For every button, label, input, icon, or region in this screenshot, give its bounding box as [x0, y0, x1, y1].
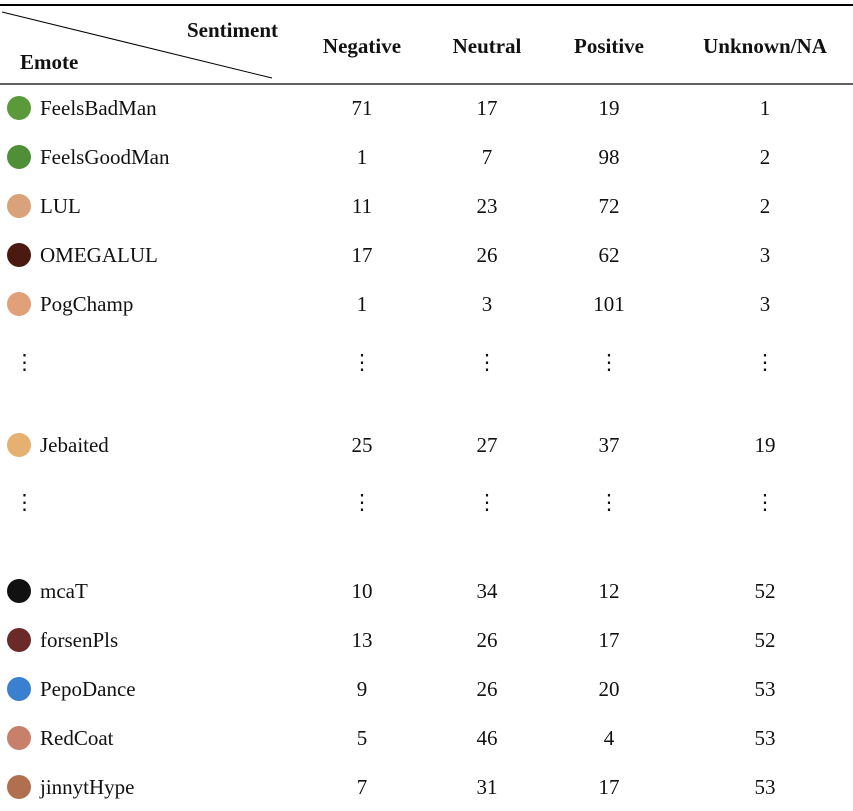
cell-value: 2: [760, 145, 771, 169]
emote-icon: [7, 677, 31, 701]
emote-name: PogChamp: [40, 292, 133, 316]
cell-value: ⋮: [599, 350, 620, 374]
emote-name: Jebaited: [40, 433, 109, 457]
cell-value: 46: [477, 726, 498, 750]
emote-icon: [7, 775, 31, 799]
cell-value: 17: [599, 628, 620, 652]
emote-name: OMEGALUL: [40, 243, 158, 267]
ellipsis: ⋮: [14, 490, 35, 514]
cell-value: 10: [352, 579, 373, 603]
cell-value: 62: [599, 243, 620, 267]
cell-value: 34: [477, 579, 499, 603]
cell-value: 17: [599, 775, 620, 799]
cell-value: 23: [477, 194, 498, 218]
emote-icon: [7, 628, 31, 652]
cell-value: 5: [357, 726, 368, 750]
cell-value: 25: [352, 433, 373, 457]
cell-value: ⋮: [755, 350, 776, 374]
cell-value: 98: [599, 145, 620, 169]
emote-name: FeelsBadMan: [40, 96, 157, 120]
cell-value: 31: [477, 775, 498, 799]
cell-value: 3: [760, 292, 771, 316]
cell-value: 37: [599, 433, 620, 457]
cell-value: 26: [477, 677, 498, 701]
cell-value: 1: [357, 145, 368, 169]
cell-value: 1: [357, 292, 368, 316]
cell-value: 9: [357, 677, 368, 701]
emote-icon: [7, 579, 31, 603]
cell-value: 17: [352, 243, 373, 267]
cell-value: 53: [755, 726, 776, 750]
emote-name: jinnytHype: [39, 775, 135, 799]
emote-icon: [7, 243, 31, 267]
cell-value: 19: [599, 96, 620, 120]
cell-value: 7: [357, 775, 368, 799]
emote-name: mcaT: [40, 579, 88, 603]
cell-value: 20: [599, 677, 620, 701]
corner-diagonal: [1, 11, 273, 79]
cell-value: 2: [760, 194, 771, 218]
column-header-label: Sentiment: [187, 18, 278, 42]
emote-name: LUL: [40, 194, 81, 218]
emote-name: FeelsGoodMan: [40, 145, 170, 169]
cell-value: 17: [477, 96, 498, 120]
emote-name: forsenPls: [40, 628, 118, 652]
emote-icon: [7, 96, 31, 120]
cell-value: ⋮: [477, 490, 498, 514]
cell-value: 1: [760, 96, 771, 120]
cell-value: 12: [599, 579, 620, 603]
emote-icon: [7, 433, 31, 457]
cell-value: ⋮: [599, 490, 620, 514]
cell-value: 101: [593, 292, 625, 316]
cell-value: ⋮: [477, 350, 498, 374]
row-header-label: Emote: [20, 50, 78, 74]
emote-icon: [7, 145, 31, 169]
cell-value: 27: [477, 433, 498, 457]
cell-value: 71: [352, 96, 373, 120]
emote-icon: [7, 194, 31, 218]
column-header: Unknown/NA: [703, 34, 828, 58]
column-header: Positive: [574, 34, 644, 58]
cell-value: 72: [599, 194, 620, 218]
cell-value: ⋮: [755, 490, 776, 514]
emote-name: PepoDance: [40, 677, 136, 701]
cell-value: 19: [755, 433, 776, 457]
cell-value: ⋮: [352, 350, 373, 374]
cell-value: 52: [755, 579, 776, 603]
cell-value: 26: [477, 243, 498, 267]
cell-value: 11: [352, 194, 372, 218]
cell-value: 53: [755, 775, 776, 799]
cell-value: 53: [755, 677, 776, 701]
column-header: Neutral: [453, 34, 522, 58]
emote-icon: [7, 726, 31, 750]
cell-value: 26: [477, 628, 498, 652]
cell-value: 4: [604, 726, 615, 750]
cell-value: 13: [352, 628, 373, 652]
emote-icon: [7, 292, 31, 316]
cell-value: 3: [760, 243, 771, 267]
emote-name: RedCoat: [40, 726, 114, 750]
ellipsis: ⋮: [14, 350, 35, 374]
cell-value: 52: [755, 628, 776, 652]
column-header: Negative: [323, 34, 401, 58]
cell-value: 3: [482, 292, 493, 316]
cell-value: 7: [482, 145, 493, 169]
cell-value: ⋮: [352, 490, 373, 514]
